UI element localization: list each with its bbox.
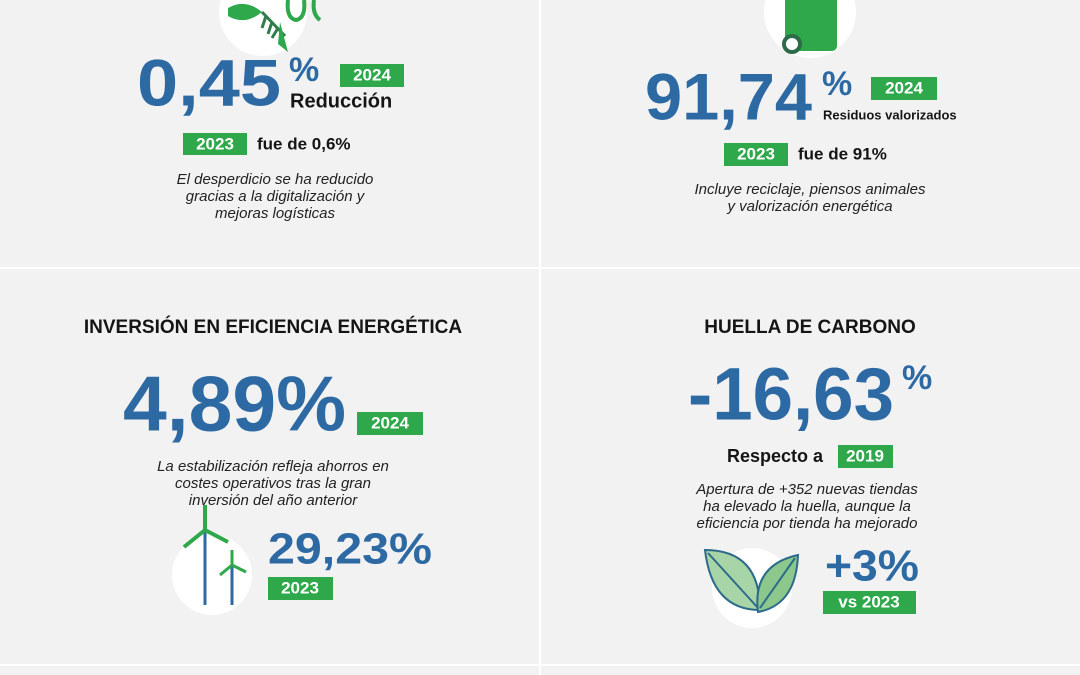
note-line: eficiencia por tienda ha mejorado [697,515,918,532]
note-line: Apertura de +352 nuevas tiendas [695,481,918,498]
metric-value: 91,74 [645,59,812,133]
note-line: mejoras logísticas [215,205,336,222]
compare-text: fue de 0,6% [257,134,351,153]
metric-label: Reducción [290,90,392,112]
badge-text: 2023 [737,144,775,163]
fish-icon [219,0,322,56]
badge-text: 2024 [371,413,409,432]
note-line: El desperdicio se ha reducido [177,171,374,188]
note-line: gracias a la digitalización y [186,188,366,205]
compare-text: Respecto a [727,446,824,466]
metric-unit: % [822,65,852,103]
note-line: y valorización energética [726,198,892,215]
bin-icon [764,0,856,58]
badge-text: vs 2023 [838,592,899,611]
badge-text: 2019 [846,446,884,465]
badge-text: 2024 [885,78,923,97]
year-badge: vs 2023 [823,591,916,614]
year-badge: 2024 [871,77,937,100]
year-badge: 2023 [724,143,788,166]
metric-unit: % [289,51,319,89]
note-line: inversión del año anterior [189,492,358,509]
secondary-value: 29,23% [268,525,432,574]
panel-title: HUELLA DE CARBONO [704,317,915,338]
metric-value: 0,45 [137,45,281,119]
year-badge: 2024 [340,64,404,87]
badge-text: 2023 [196,134,234,153]
leaves-icon [703,548,800,628]
badge-text: 2023 [281,578,319,597]
secondary-value: +3% [825,542,919,591]
metric-unit: % [902,359,932,397]
metric-value: -16,63 [688,353,894,436]
compare-text: fue de 91% [798,144,887,163]
year-badge: 2019 [838,445,893,468]
panel-title: INVERSIÓN EN EFICIENCIA ENERGÉTICA [84,316,463,338]
wind-turbine-icon [172,505,252,615]
note-line: La estabilización refleja ahorros en [157,458,389,475]
note-line: ha elevado la huella, aunque la [703,498,911,515]
year-badge: 2023 [268,577,333,600]
metric-label: Residuos valorizados [823,107,957,122]
metric-value: 4,89% [123,360,346,448]
year-badge: 2024 [357,412,423,435]
note-line: Incluye reciclaje, piensos animales [695,181,926,198]
year-badge: 2023 [183,133,247,155]
badge-text: 2024 [353,65,391,84]
note-line: costes operativos tras la gran [175,475,371,492]
